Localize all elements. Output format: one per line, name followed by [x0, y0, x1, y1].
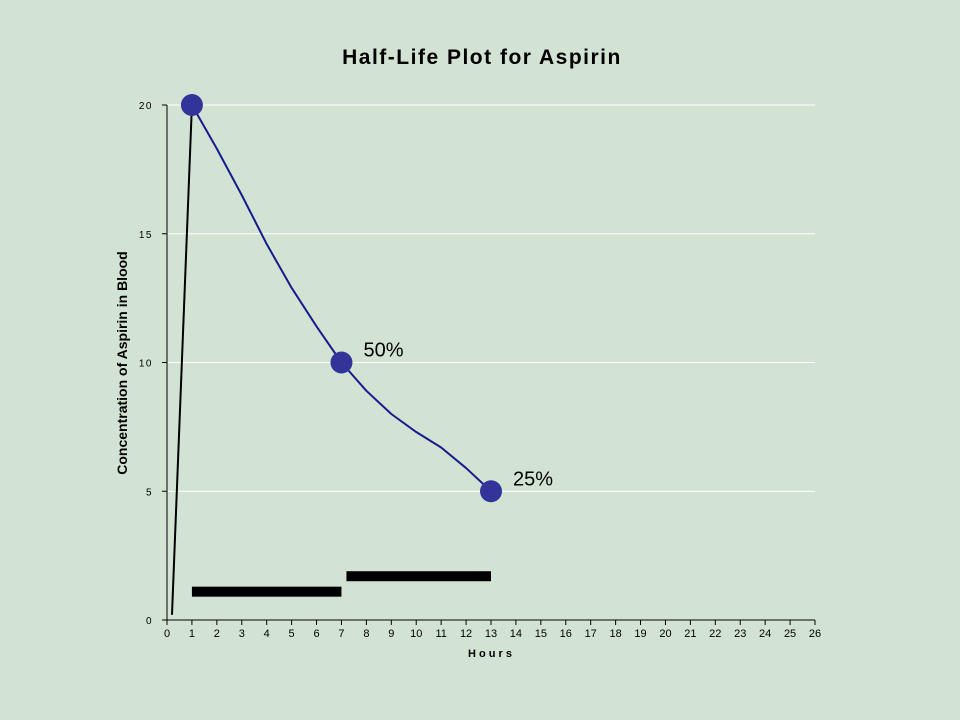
- x-tick-label: 0: [164, 628, 170, 640]
- x-tick-label: 19: [634, 628, 646, 640]
- y-axis-label: Concentration of Aspirin in Blood: [114, 251, 130, 474]
- y-tick-label: 15: [139, 230, 153, 241]
- y-tick-label: 5: [146, 487, 153, 498]
- gridlines: [167, 104, 815, 492]
- x-tick-label: 22: [709, 628, 721, 640]
- x-tick-label: 11: [435, 628, 446, 640]
- x-tick-label: 20: [659, 628, 671, 640]
- x-tick-label: 21: [684, 628, 696, 640]
- x-axis-label: H o u r s: [468, 648, 512, 660]
- x-tick-label: 13: [485, 628, 497, 640]
- data-point-marker: [480, 480, 502, 503]
- x-tick-label: 26: [809, 628, 821, 640]
- chart-title: Half-Life Plot for Aspirin: [342, 46, 622, 69]
- x-tick-label: 7: [338, 628, 344, 640]
- x-tick-label: 12: [460, 628, 472, 640]
- x-tick-label: 24: [759, 628, 771, 640]
- x-tick-label: 5: [289, 628, 295, 640]
- x-tick-label: 16: [560, 628, 572, 640]
- axes: [162, 104, 816, 625]
- y-tick-label: 20: [139, 101, 153, 112]
- y-tick-labels: 0 5 10 15 20: [139, 101, 153, 627]
- data-label: 25%: [513, 468, 553, 490]
- x-tick-label: 15: [535, 628, 547, 640]
- x-tick-label: 8: [363, 628, 369, 640]
- data-label: 50%: [363, 340, 403, 362]
- data-point-marker: [180, 94, 203, 116]
- x-tick-label: 4: [264, 628, 270, 640]
- marker-labels: 50% 25%: [363, 340, 553, 491]
- x-tick-label: 17: [585, 628, 597, 640]
- x-tick-label: 2: [214, 628, 220, 640]
- data-markers: [180, 94, 502, 503]
- data-point-marker: [330, 351, 353, 374]
- series-line: [191, 104, 492, 492]
- x-tick-labels: 0 1 2 3 4 5 6 7 8 9 10 11 12 13 14 15 16 17 18 19 20 21 22 23 24…: [164, 628, 821, 640]
- x-tick-label: 25: [784, 628, 796, 640]
- x-tick-label: 14: [510, 628, 522, 640]
- interval-bar: [191, 586, 342, 597]
- y-tick-label: 0: [146, 616, 153, 627]
- x-tick-label: 10: [410, 628, 422, 640]
- x-tick-label: 23: [734, 628, 746, 640]
- y-tick-label: 10: [139, 359, 153, 370]
- x-tick-label: 3: [239, 628, 245, 640]
- x-tick-label: 1: [189, 628, 195, 640]
- interval-bars: [191, 571, 491, 597]
- x-tick-label: 6: [313, 628, 319, 640]
- interval-bar: [346, 571, 491, 582]
- series-line: [170, 104, 193, 615]
- x-tick-label: 9: [388, 628, 394, 640]
- x-tick-label: 18: [609, 628, 621, 640]
